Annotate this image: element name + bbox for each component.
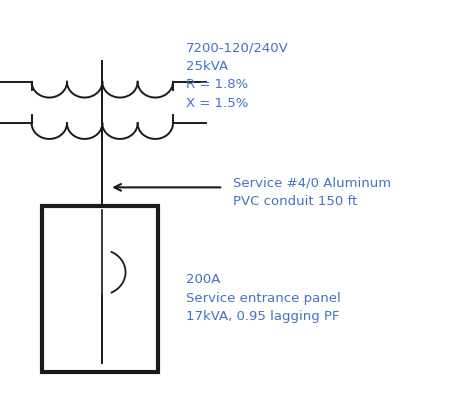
Bar: [42, 206, 158, 372]
Text: 200A
Service entrance panel
17kVA, 0.95 lagging PF: 200A Service entrance panel 17kVA, 0.95 …: [186, 273, 341, 323]
Text: 7200-120/240V
25kVA
R = 1.8%
X = 1.5%: 7200-120/240V 25kVA R = 1.8% X = 1.5%: [186, 41, 289, 109]
Text: Service #4/0 Aluminum
PVC conduit 150 ft: Service #4/0 Aluminum PVC conduit 150 ft: [232, 176, 391, 208]
